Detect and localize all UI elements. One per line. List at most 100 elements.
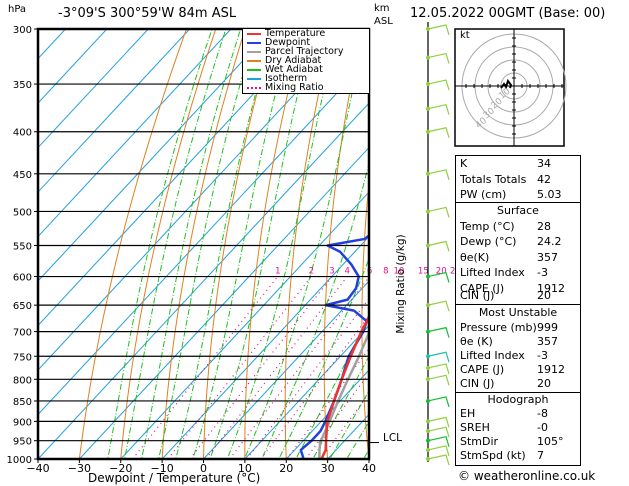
mu-label: Lifted Index [460,348,525,362]
surface-label: CIN (J) [460,289,495,302]
wind-barb [427,169,450,180]
wind-barb [427,396,450,408]
legend-item: Dry Adiabat [243,56,369,65]
wind-barb [427,363,450,375]
isotherm-line [38,57,369,416]
mixing-ratio-line [189,276,333,459]
mu-label: Pressure (mb) [460,320,537,334]
surface-label: CAPE (J) [460,281,505,295]
mu-value: -3 [537,348,548,362]
hodograph-unit-label: kt [460,30,470,41]
mixing-ratio-line [167,276,312,459]
surface-label: Temp (°C) [460,219,515,233]
legend-swatch [247,50,261,53]
km-label: km [374,3,390,14]
hodo-row: StmSpd (kt) 7 [456,449,580,463]
mixing-ratio-line [320,392,369,459]
x-tick-label: 0 [200,462,207,475]
isotherm-line [78,146,369,459]
wet-adiabat-line [124,29,227,459]
wet-adiabat-line [312,355,369,459]
location-title: -3°09'S 300°59'W 84m ASL [58,6,237,21]
y-tick-label: 650 [13,301,32,312]
parcel-trajectory-line [318,329,369,459]
wind-barb [427,454,450,466]
surface-value: -3 [537,266,548,279]
hodo-label: StmSpd (kt) [460,449,526,462]
index-value: 42 [537,172,551,186]
hodo-value: -8 [537,407,548,420]
mixing-ratio-line [286,347,369,459]
wind-barb [427,326,450,338]
index-row: K 34 [456,156,580,172]
isotherm-line [202,280,369,459]
legend-item: Parcel Trajectory [243,47,369,56]
legend-label: Mixing Ratio [265,82,324,93]
legend-label: Parcel Trajectory [265,46,344,57]
y-tick-label: 550 [13,241,32,252]
index-label: PW (cm) [460,188,507,201]
hodograph-title: Hodograph [487,393,549,406]
surface-label: Lifted Index [460,266,525,279]
most-unstable-title: Most Unstable [478,306,558,319]
x-tick-label: −40 [26,462,49,475]
x-tick-label: 10 [238,462,252,475]
mixing-ratio-tick-label: 20 [436,267,447,277]
isotherm-line [38,102,369,459]
y-tick-label: 850 [13,397,32,408]
mixing-ratio-tick-label: 2 [309,267,314,277]
mixing-ratio-tick-label: 1 [275,267,280,277]
index-row: PW (cm) 5.03 [456,187,580,203]
y-tick-label: 350 [13,80,32,91]
y-tick-label: 750 [13,352,32,363]
hodo-row: EH -8 [456,407,580,421]
lcl-label: LCL [383,432,403,444]
mixing-ratio-tick-label: 3 [329,267,334,277]
mu-row: θe (K) 357 [456,335,580,349]
surface-row: CAPE (J) 1912 [456,281,580,297]
wind-barb [427,24,450,36]
hodo-label: StmDir [460,435,499,448]
y-tick-label: 300 [13,25,32,36]
mu-row: CAPE (J) 1912 [456,363,580,377]
legend-swatch [247,59,261,62]
y-tick-label: 900 [13,417,32,428]
dewpoint-line [299,233,369,459]
surface-label: θe(K) [460,250,490,264]
copyright-link[interactable]: © weatheronline.co.uk [458,469,596,483]
wind-barb [427,79,450,91]
hodograph-trace [500,78,513,90]
surface-row: Temp (°C) 28 [456,219,580,235]
index-label: Totals Totals [460,172,527,186]
isotherm-line [244,324,369,459]
wet-adiabat-line [107,29,213,459]
isotherm-line [38,29,108,104]
hodo-label: EH [460,407,476,420]
legend-item: Isotherm [243,74,369,83]
y-tick-label: 500 [13,207,32,218]
surface-row: Lifted Index -3 [456,265,580,281]
mu-value: 20 [537,376,551,390]
surface-title: Surface [497,204,539,217]
wind-barb [427,426,450,438]
mixing-ratio-line [229,276,369,459]
wind-barb [427,300,450,312]
mu-row: Lifted Index -3 [456,349,580,363]
surface-row: Dewp (°C) 24.2 [456,234,580,250]
mixing-ratio-tick-label: 15 [418,267,429,277]
legend-swatch [247,86,261,89]
index-value: 5.03 [537,188,562,201]
wet-adiabat-line [346,420,369,459]
x-axis-label: Dewpoint / Temperature (°C) [88,471,261,485]
wind-barb [427,206,450,218]
wind-barb [427,127,450,138]
legend-item: Dewpoint [243,38,369,47]
mu-label: CIN (J) [460,376,495,390]
x-tick-label: 40 [362,462,376,475]
surface-label: Dewp (°C) [460,235,517,248]
surface-value: 20 [537,289,551,302]
legend-label: Isotherm [265,73,308,84]
legend-item: Wet Adiabat [243,65,369,74]
index-row: Totals Totals 42 [456,172,580,188]
